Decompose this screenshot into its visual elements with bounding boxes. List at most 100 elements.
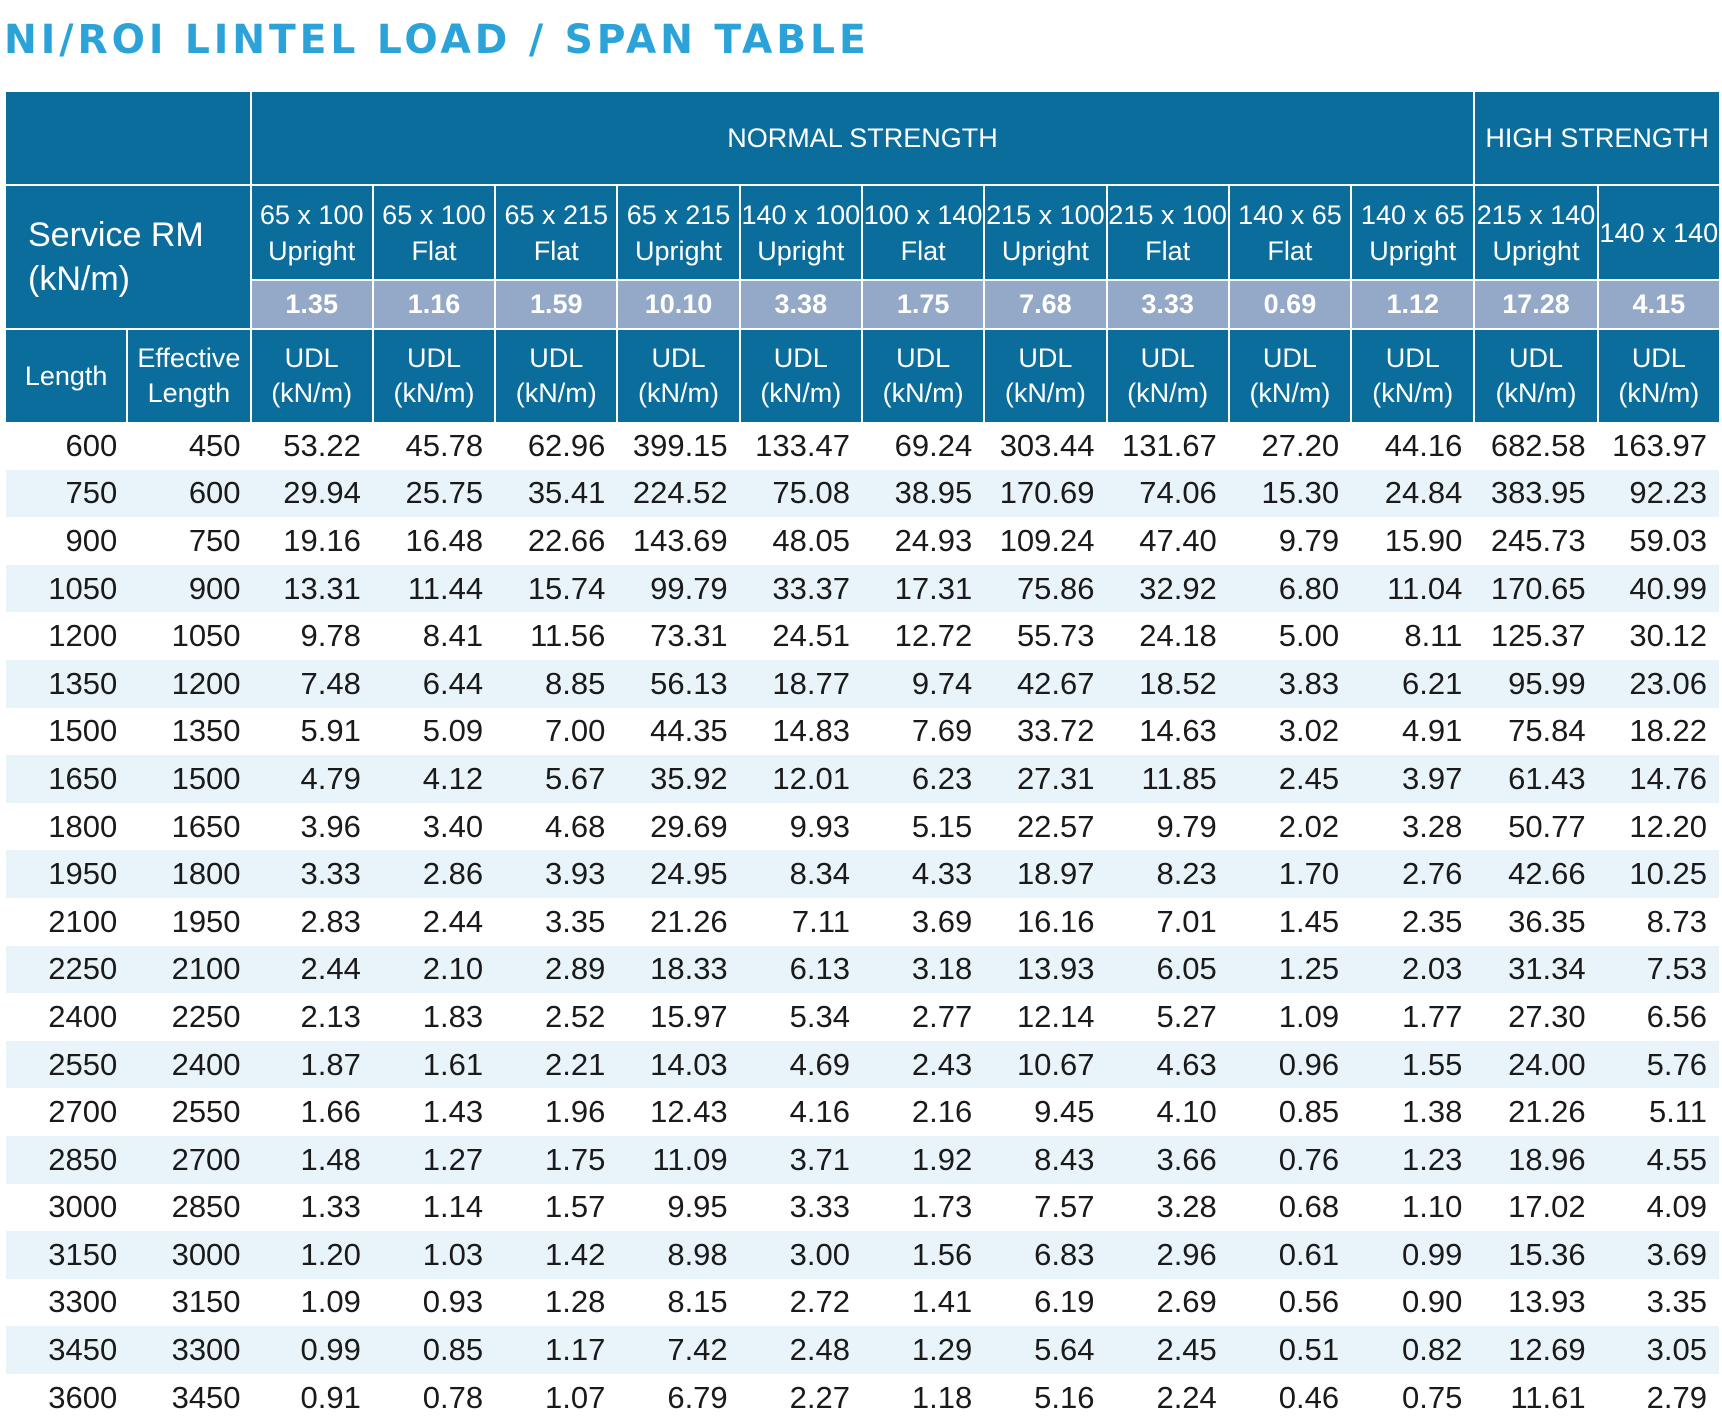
- udl-cell: 0.61: [1228, 1231, 1352, 1279]
- udl-cell: 0.93: [372, 1278, 496, 1327]
- lintel-orientation-label: Upright: [1001, 235, 1089, 266]
- udl-cell: 4.91: [1351, 707, 1475, 756]
- udl-cell: 99.79: [617, 564, 740, 613]
- udl-cell: 6.79: [617, 1373, 740, 1422]
- udl-cell: 8.73: [1597, 897, 1719, 946]
- lintel-size-header: 140 x 100 Upright: [738, 185, 862, 280]
- lintel-size-header: 215 x 140 Upright: [1473, 185, 1598, 280]
- udl-cell: 4.16: [739, 1088, 862, 1136]
- service-rm-header: Service RM (kN/m): [6, 185, 251, 330]
- udl-cell: 61.43: [1474, 755, 1598, 803]
- udl-cell: 7.48: [250, 659, 373, 708]
- header-corner: [6, 92, 251, 186]
- udl-cell: 133.47: [739, 422, 862, 470]
- udl-header: UDL (kN/m): [249, 329, 373, 422]
- service-rm-value: 3.38: [738, 279, 862, 330]
- udl-cell: 131.67: [1106, 422, 1229, 470]
- udl-cell: 24.51: [739, 612, 862, 660]
- udl-cell: 109.24: [984, 517, 1107, 565]
- udl-cell: 2.27: [739, 1373, 862, 1422]
- udl-cell: 6.19: [984, 1278, 1107, 1327]
- length-cell: 3150: [6, 1231, 128, 1279]
- udl-cell: 4.09: [1597, 1183, 1719, 1232]
- udl-cell: 4.63: [1106, 1040, 1229, 1089]
- lintel-size-label: 100 x 140: [863, 199, 983, 230]
- lintel-size-label: 140 x 65: [1238, 199, 1342, 230]
- udl-header: UDL (kN/m): [738, 329, 862, 422]
- udl-cell: 303.44: [984, 422, 1107, 470]
- udl-header: UDL (kN/m): [371, 329, 496, 422]
- table-row: 3300 3150 1.09 0.93 1.28 8.15 2.72 1.41 6.19 2.69…: [6, 1278, 1719, 1327]
- udl-cell: 2.43: [861, 1040, 985, 1089]
- udl-cell: 13.31: [250, 564, 373, 613]
- udl-cell: 125.37: [1474, 612, 1598, 660]
- lintel-size-header: 65 x 100 Flat: [371, 185, 496, 280]
- udl-cell: 2.76: [1351, 850, 1475, 898]
- udl-cell: 4.79: [250, 755, 373, 803]
- udl-cell: 22.66: [495, 517, 618, 565]
- service-rm-value: 4.15: [1596, 279, 1719, 330]
- effective-length-cell: 600: [127, 469, 251, 518]
- udl-cell: 383.95: [1474, 469, 1598, 518]
- udl-cell: 29.94: [250, 469, 373, 518]
- udl-cell: 69.24: [861, 422, 985, 470]
- udl-cell: 18.33: [617, 945, 740, 994]
- udl-cell: 5.00: [1228, 612, 1352, 660]
- udl-cell: 0.99: [250, 1326, 373, 1374]
- udl-header: UDL (kN/m): [616, 329, 740, 422]
- udl-cell: 1.77: [1351, 993, 1475, 1041]
- udl-cell: 2.83: [250, 897, 373, 946]
- udl-cell: 1.23: [1351, 1135, 1475, 1184]
- table-row: 2100 1950 2.83 2.44 3.35 21.26 7.11 3.69 16.16 7.…: [6, 897, 1719, 946]
- udl-header: UDL (kN/m): [1473, 329, 1598, 422]
- service-rm-value: 7.68: [983, 279, 1107, 330]
- udl-cell: 2.86: [372, 850, 496, 898]
- udl-cell: 0.82: [1351, 1326, 1475, 1374]
- lintel-orientation-label: Upright: [635, 235, 723, 266]
- udl-cell: 8.23: [1106, 850, 1229, 898]
- udl-cell: 5.67: [495, 755, 618, 803]
- udl-cell: 3.35: [495, 897, 618, 946]
- udl-cell: 35.92: [617, 755, 740, 803]
- table-row: 3450 3300 0.99 0.85 1.17 7.42 2.48 1.29 5.64 2.45…: [6, 1326, 1719, 1374]
- udl-cell: 12.43: [617, 1088, 740, 1136]
- udl-cell: 1.33: [250, 1183, 373, 1232]
- table-row: 3600 3450 0.91 0.78 1.07 6.79 2.27 1.18 5.16 2.24…: [6, 1373, 1719, 1422]
- service-rm-value: 0.69: [1227, 279, 1352, 330]
- length-header: Length: [6, 329, 128, 422]
- udl-cell: 1.38: [1351, 1088, 1475, 1136]
- udl-cell: 33.37: [739, 564, 862, 613]
- length-cell: 1200: [6, 612, 128, 660]
- udl-cell: 9.93: [739, 802, 862, 851]
- udl-cell: 170.69: [984, 469, 1107, 518]
- lintel-load-span-table: NORMAL STRENGTH HIGH STRENGTH Service RM…: [6, 92, 1719, 1422]
- udl-cell: 6.56: [1597, 993, 1719, 1041]
- length-cell: 2100: [6, 897, 128, 946]
- udl-cell: 1.61: [372, 1040, 496, 1089]
- table-row: 2550 2400 1.87 1.61 2.21 14.03 4.69 2.43 10.67 4.…: [6, 1040, 1719, 1089]
- udl-cell: 0.96: [1228, 1040, 1352, 1089]
- udl-cell: 1.48: [250, 1135, 373, 1184]
- udl-cell: 11.04: [1351, 564, 1475, 613]
- udl-cell: 14.83: [739, 707, 862, 756]
- lintel-size-row: Service RM (kN/m) 65 x 100 Upright 65 x 10…: [6, 185, 1719, 330]
- udl-cell: 1.25: [1228, 945, 1352, 994]
- lintel-size-label: 140 x 140: [1599, 217, 1719, 248]
- udl-cell: 682.58: [1474, 422, 1598, 470]
- service-rm-label: Service RM: [28, 216, 204, 254]
- udl-cell: 1.73: [861, 1183, 985, 1232]
- udl-cell: 2.45: [1228, 755, 1352, 803]
- effective-length-cell: 2400: [127, 1040, 251, 1089]
- udl-cell: 53.22: [250, 422, 373, 470]
- udl-cell: 2.96: [1106, 1231, 1229, 1279]
- udl-cell: 22.57: [984, 802, 1107, 851]
- udl-cell: 1.18: [861, 1373, 985, 1422]
- udl-cell: 24.93: [861, 517, 985, 565]
- udl-cell: 9.78: [250, 612, 373, 660]
- udl-cell: 2.69: [1106, 1278, 1229, 1327]
- table-row: 2400 2250 2.13 1.83 2.52 15.97 5.34 2.77 12.14 5.…: [6, 993, 1719, 1041]
- lintel-orientation-label: Flat: [1267, 235, 1313, 266]
- udl-cell: 3.02: [1228, 707, 1352, 756]
- udl-cell: 2.21: [495, 1040, 618, 1089]
- length-cell: 1500: [6, 707, 128, 756]
